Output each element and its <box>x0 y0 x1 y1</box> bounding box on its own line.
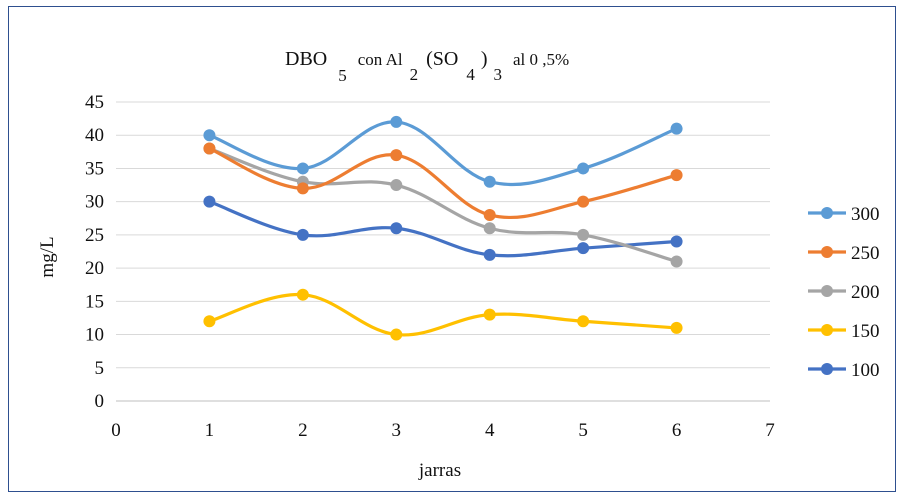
y-tick-label: 40 <box>85 125 104 146</box>
legend-label: 200 <box>851 282 880 303</box>
legend-label: 250 <box>851 243 880 264</box>
series-line <box>207 120 679 187</box>
data-point <box>203 129 216 142</box>
y-tick-label: 25 <box>85 225 104 246</box>
data-point <box>483 175 496 188</box>
data-point <box>483 248 496 261</box>
title-part: con Al <box>358 50 403 69</box>
legend-item: 100 <box>808 360 880 381</box>
y-axis-title: mg/L <box>37 236 58 277</box>
data-point <box>296 288 309 301</box>
y-tick-label: 35 <box>85 158 104 179</box>
data-point <box>577 162 590 175</box>
legend-item: 300 <box>808 204 880 225</box>
chart-title: DBO 5 con Al 2 (SO 4 ) 3 al 0 ,5% <box>285 48 569 86</box>
legend-item: 250 <box>808 243 880 264</box>
legend-item: 150 <box>808 321 880 342</box>
data-point <box>203 315 216 328</box>
data-point <box>203 142 216 155</box>
data-point <box>390 179 403 192</box>
x-tick-label: 4 <box>485 420 495 441</box>
x-tick-labels: 0 1 2 3 4 5 6 7 <box>111 420 775 441</box>
data-point <box>296 182 309 195</box>
y-tick-label: 20 <box>85 258 104 279</box>
y-tick-label: 30 <box>85 192 104 213</box>
data-point <box>577 315 590 328</box>
title-part: al 0 ,5% <box>513 50 569 69</box>
data-point <box>670 169 683 182</box>
series-layer <box>203 115 683 341</box>
legend-label: 100 <box>851 360 880 381</box>
series-150 <box>203 288 683 341</box>
data-point <box>390 222 403 235</box>
title-subscript: 3 <box>494 65 503 84</box>
legend-label: 150 <box>851 321 880 342</box>
y-tick-label: 10 <box>85 325 104 346</box>
legend: 300 250 200 150 100 <box>808 204 880 381</box>
legend-marker <box>821 324 833 336</box>
y-tick-labels: 0 5 10 15 20 25 30 35 40 45 <box>85 92 104 412</box>
data-point <box>483 208 496 221</box>
x-tick-label: 2 <box>298 420 308 441</box>
data-point <box>483 222 496 235</box>
title-part: DBO <box>285 48 327 70</box>
data-point <box>670 235 683 248</box>
chart-frame: DBO 5 con Al 2 (SO 4 ) 3 al 0 ,5% 0 5 10 15… <box>8 6 896 492</box>
y-tick-label: 45 <box>85 92 104 113</box>
data-point <box>390 149 403 162</box>
series-200 <box>203 142 683 268</box>
series-300 <box>203 115 683 188</box>
title-subscript: 5 <box>338 66 347 85</box>
title-subscript: 4 <box>466 65 475 84</box>
x-tick-label: 1 <box>205 420 215 441</box>
series-100 <box>203 195 683 261</box>
series-line <box>207 146 679 264</box>
data-point <box>577 242 590 255</box>
x-tick-label: 0 <box>111 420 121 441</box>
data-point <box>577 195 590 208</box>
title-part: (SO <box>426 48 458 70</box>
legend-item: 200 <box>808 282 880 303</box>
data-point <box>670 255 683 268</box>
data-point <box>390 115 403 128</box>
x-tick-label: 5 <box>578 420 588 441</box>
legend-marker <box>821 207 833 219</box>
data-point <box>296 228 309 241</box>
series-line <box>207 293 679 337</box>
x-tick-label: 7 <box>765 420 775 441</box>
data-point <box>483 308 496 321</box>
gridlines <box>116 101 770 402</box>
series-line <box>207 200 679 258</box>
data-point <box>670 122 683 135</box>
x-tick-label: 3 <box>392 420 402 441</box>
y-tick-label: 15 <box>85 291 104 312</box>
legend-marker <box>821 246 833 258</box>
series-250 <box>203 142 683 221</box>
data-point <box>203 195 216 208</box>
y-tick-label: 0 <box>95 391 105 412</box>
data-point <box>670 321 683 334</box>
data-point <box>577 228 590 241</box>
legend-label: 300 <box>851 204 880 225</box>
title-subscript: 2 <box>410 65 419 84</box>
line-chart: DBO 5 con Al 2 (SO 4 ) 3 al 0 ,5% 051015… <box>37 48 880 481</box>
x-axis-title: jarras <box>418 460 461 481</box>
legend-marker <box>821 363 833 375</box>
legend-marker <box>821 285 833 297</box>
x-tick-label: 6 <box>672 420 682 441</box>
title-part: ) <box>481 48 488 70</box>
data-point <box>390 328 403 341</box>
data-point <box>296 162 309 175</box>
y-tick-label: 5 <box>95 358 105 379</box>
